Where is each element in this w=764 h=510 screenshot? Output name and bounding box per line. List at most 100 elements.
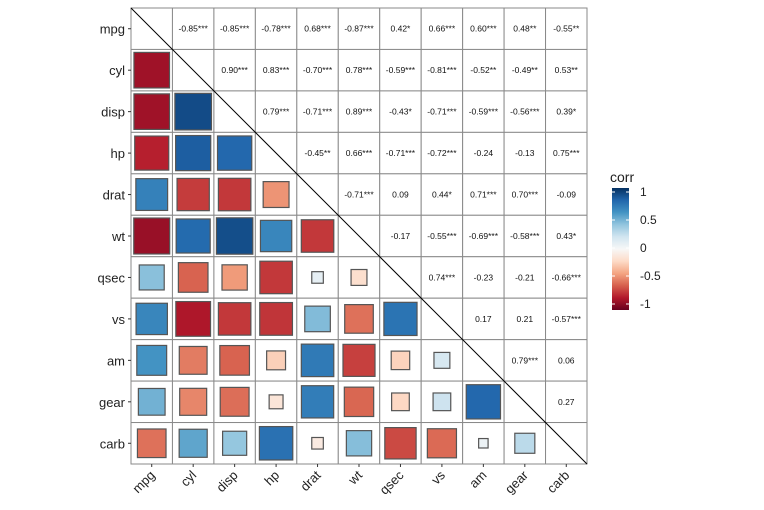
correlation-label: 0.44* [432, 190, 453, 200]
correlation-label: -0.72*** [427, 148, 457, 158]
x-tick-label: cyl [177, 467, 199, 489]
legend-colorbar [612, 188, 629, 310]
correlation-label: -0.55** [553, 24, 580, 34]
grid-cell [545, 173, 588, 216]
grid-cell [545, 7, 588, 50]
correlation-square [138, 264, 165, 291]
correlation-square [311, 271, 324, 284]
correlation-square [514, 432, 536, 454]
correlation-square [343, 386, 375, 418]
correlation-square [391, 392, 410, 412]
correlation-square [175, 218, 211, 254]
correlation-square [175, 134, 212, 172]
correlation-square [304, 305, 331, 333]
grid-cell [503, 131, 547, 175]
correlation-square [342, 343, 376, 377]
correlation-square [268, 394, 284, 410]
correlation-square [300, 385, 335, 419]
legend-title: corr [610, 169, 634, 185]
correlation-label: 0.39* [556, 107, 577, 117]
legend-tick-label: 0.5 [640, 213, 657, 227]
grid-cell [545, 339, 588, 382]
correlation-square [344, 304, 374, 334]
correlation-label: 0.70*** [512, 190, 539, 200]
grid-cell [462, 131, 505, 175]
correlation-label: -0.78*** [261, 24, 291, 34]
correlation-square [259, 260, 293, 295]
grid-cell [337, 48, 381, 92]
correlation-square [178, 345, 208, 375]
correlation-square [135, 178, 169, 212]
grid-cell [462, 90, 505, 133]
correlation-square [175, 300, 212, 337]
grid-cell [545, 214, 588, 258]
grid-cell [171, 7, 215, 50]
correlation-label: 0.66*** [429, 24, 456, 34]
correlation-label: 0.06 [558, 355, 575, 365]
correlation-square [178, 428, 208, 458]
grid-cell [420, 7, 464, 50]
y-tick-label: wt [111, 229, 125, 244]
correlation-label: 0.79*** [263, 107, 290, 117]
correlation-label: -0.59*** [469, 107, 499, 117]
correlation-square [262, 181, 290, 209]
correlation-label: -0.85*** [179, 24, 209, 34]
correlation-label: -0.81*** [427, 65, 457, 75]
correlation-square [217, 302, 252, 336]
correlation-square [259, 219, 293, 253]
legend-tick-label: -1 [640, 297, 651, 311]
correlation-label: -0.43* [389, 107, 412, 117]
correlation-square [216, 135, 253, 171]
grid-cell [462, 173, 505, 216]
correlation-label: -0.71*** [427, 107, 457, 117]
correlation-square [390, 350, 411, 371]
correlation-square [137, 387, 166, 416]
correlation-label: 0.89*** [346, 107, 373, 117]
x-tick-label: drat [297, 467, 324, 494]
correlation-label: -0.23 [474, 272, 494, 282]
x-tick-label: am [466, 468, 489, 491]
correlation-square [311, 436, 324, 450]
correlation-label: -0.49** [512, 65, 539, 75]
correlation-square [345, 430, 373, 457]
x-tick-label: hp [261, 468, 282, 489]
x-tick-label: vs [428, 467, 448, 487]
correlation-square [383, 301, 418, 337]
y-tick-label: hp [111, 146, 125, 161]
x-tick-label: disp [213, 468, 240, 495]
grid-cell [545, 48, 588, 92]
correlation-square [134, 135, 170, 171]
correlation-square [215, 217, 254, 255]
correlation-square [465, 384, 502, 420]
correlation-label: 0.75*** [553, 148, 580, 158]
correlation-label: -0.59*** [386, 65, 416, 75]
correlation-square [384, 427, 417, 460]
correlation-square [135, 302, 168, 336]
correlation-square [217, 177, 252, 212]
correlation-square [433, 351, 451, 369]
correlation-label: -0.52** [470, 65, 497, 75]
correlation-square [219, 344, 251, 376]
plot-panel: -0.85*** -0.85*** -0.78*** 0.68*** -0.87*** 0… [130, 7, 588, 465]
diagonal-line [130, 7, 588, 465]
correlation-label: 0.78*** [346, 65, 373, 75]
correlation-label: -0.09 [557, 190, 577, 200]
correlation-label: 0.53** [555, 65, 579, 75]
correlation-label: 0.21 [517, 314, 534, 324]
correlation-label: 0.68*** [304, 24, 331, 34]
correlation-square [177, 262, 209, 293]
correlation-square [478, 437, 489, 449]
grid-cell [545, 131, 588, 175]
correlation-label: -0.21 [515, 272, 535, 282]
grid-cell [420, 48, 464, 92]
y-tick-label: vs [112, 312, 126, 327]
correlation-square [133, 217, 171, 255]
grid-cell [337, 7, 381, 50]
correlation-label: -0.71*** [303, 107, 333, 117]
y-tick-label: drat [103, 188, 126, 203]
grid-cell [503, 297, 547, 341]
grid-cell [503, 173, 547, 216]
grid-cell [420, 256, 464, 299]
y-tick-label: qsec [98, 270, 126, 285]
grid-cell [503, 48, 547, 92]
